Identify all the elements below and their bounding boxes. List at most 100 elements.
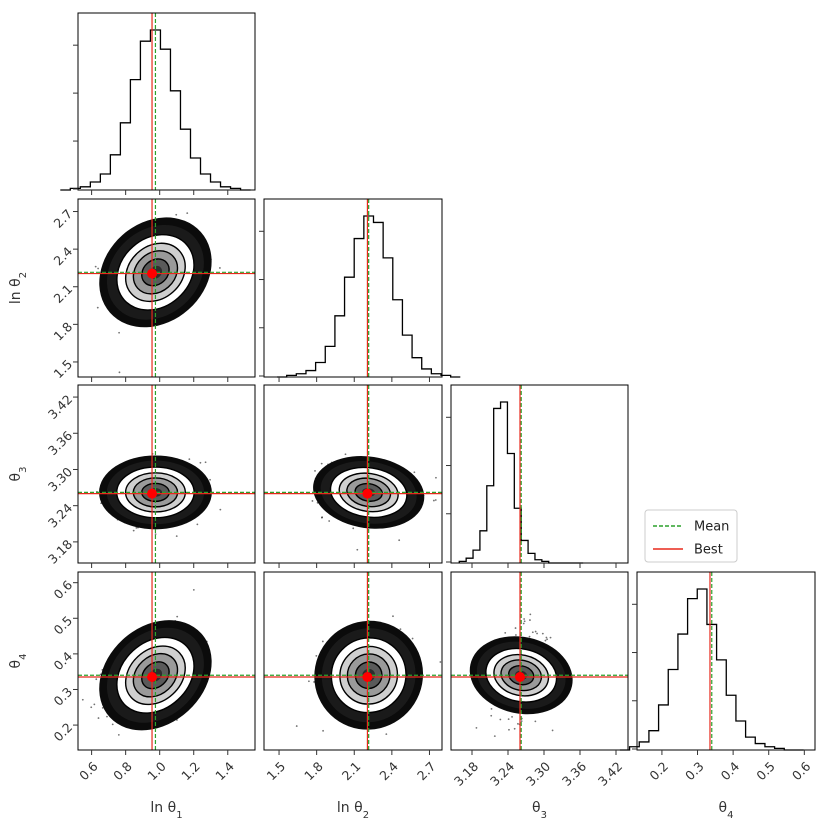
scatter-point <box>511 715 513 718</box>
scatter-point <box>204 461 207 464</box>
y-tick-label: 0.2 <box>51 720 76 745</box>
scatter-point <box>314 470 316 472</box>
scatter-point <box>413 471 416 474</box>
scatter-point <box>97 267 100 270</box>
y-tick-label: 3.42 <box>45 392 75 422</box>
scatter-point <box>352 527 355 530</box>
scatter-point <box>499 718 502 721</box>
panel-frame <box>263 384 443 564</box>
y-tick-label: 0.4 <box>51 648 76 673</box>
scatter-point <box>432 499 435 502</box>
x-axis-label-1: ln θ1 <box>150 800 182 821</box>
best-point <box>147 672 158 683</box>
scatter-point <box>192 588 195 591</box>
scatter-point <box>321 516 323 519</box>
histogram-frame <box>636 571 816 751</box>
panel-frame <box>450 571 629 751</box>
legend: Mean Best <box>644 509 738 563</box>
density-panel-1-0 <box>78 199 255 377</box>
scatter-point <box>175 213 178 216</box>
scatter-point <box>514 627 517 629</box>
density-panel-3-0 <box>78 572 255 750</box>
x-tick-label: 0.8 <box>110 759 135 784</box>
scatter-point <box>188 458 191 461</box>
scatter-point <box>546 638 549 641</box>
y-tick-label: 1.8 <box>51 319 76 344</box>
panel-frame <box>77 571 256 751</box>
panel-frame <box>77 384 256 564</box>
scatter-point <box>528 635 531 638</box>
scatter-point <box>328 520 331 522</box>
histogram-1 <box>60 29 251 191</box>
scatter-point <box>399 628 402 631</box>
x-tick-label: 1.4 <box>212 759 237 784</box>
histogram-frame <box>263 198 443 378</box>
scatter-point <box>93 703 96 706</box>
scatter-point <box>356 548 359 551</box>
y-axis-label-4: θ4 <box>8 654 29 669</box>
histogram-frame <box>77 12 256 191</box>
scatter-point <box>507 718 510 721</box>
y-axis-label-3: θ3 <box>8 467 29 482</box>
scatter-point <box>529 613 532 616</box>
scatter-point <box>517 722 519 725</box>
y-tick-label: 0.5 <box>51 613 76 638</box>
histogram-3 <box>458 401 584 564</box>
scatter-point <box>219 267 221 269</box>
scatter-point <box>490 708 493 710</box>
x-tick-label: 1.0 <box>144 759 169 784</box>
scatter-point <box>186 212 189 215</box>
scatter-point <box>175 535 178 538</box>
x-tick-label: 3.36 <box>559 759 589 789</box>
x-tick-label: 0.6 <box>789 759 814 784</box>
scatter-point <box>504 631 507 634</box>
scatter-point <box>515 634 517 636</box>
scatter-point <box>434 499 437 501</box>
x-tick-label: 0.4 <box>718 759 743 784</box>
scatter-point <box>81 698 84 701</box>
x-tick-label: 3.30 <box>523 759 553 789</box>
y-tick-label: 3.36 <box>45 428 75 458</box>
scatter-point <box>392 615 394 618</box>
x-tick-label: 1.2 <box>178 759 203 784</box>
scatter-point <box>295 725 298 727</box>
y-tick-label: 1.5 <box>51 357 76 382</box>
scatter-point <box>95 678 98 681</box>
y-tick-label: 0.3 <box>51 684 76 709</box>
scatter-point <box>398 539 401 542</box>
x-tick-label: 1.5 <box>264 759 289 784</box>
scatter-point <box>97 717 100 719</box>
scatter-point <box>322 729 324 732</box>
scatter-point <box>523 618 526 620</box>
scatter-point <box>94 265 97 268</box>
scatter-point <box>513 727 516 730</box>
scatter-point <box>154 533 157 536</box>
scatter-point <box>176 615 179 618</box>
scatter-point <box>493 735 496 738</box>
scatter-point <box>531 631 534 634</box>
density-panel-3-2 <box>451 572 628 750</box>
scatter-point <box>490 714 493 717</box>
scatter-point <box>544 639 547 642</box>
scatter-point <box>132 529 135 532</box>
x-tick-label: 0.5 <box>753 759 778 784</box>
scatter-point <box>199 461 202 464</box>
legend-label-best: Best <box>694 543 723 558</box>
x-axis-label-2: ln θ2 <box>337 800 369 821</box>
scatter-point <box>118 331 120 334</box>
x-tick-label: 2.7 <box>414 759 439 784</box>
best-point <box>147 268 158 279</box>
scatter-point <box>439 661 442 663</box>
x-tick-label: 0.3 <box>682 759 707 784</box>
y-axis-label-2: ln θ2 <box>8 272 29 304</box>
scatter-point <box>508 728 510 731</box>
scatter-point <box>90 706 93 709</box>
density-panel-3-1 <box>264 572 442 750</box>
scatter-point <box>523 620 526 623</box>
panel-frame <box>77 198 256 378</box>
histogram-4 <box>619 588 804 751</box>
y-tick-label: 2.1 <box>51 281 76 306</box>
best-point <box>362 672 373 683</box>
scatter-point <box>529 619 531 621</box>
x-tick-label: 1.8 <box>301 759 326 784</box>
